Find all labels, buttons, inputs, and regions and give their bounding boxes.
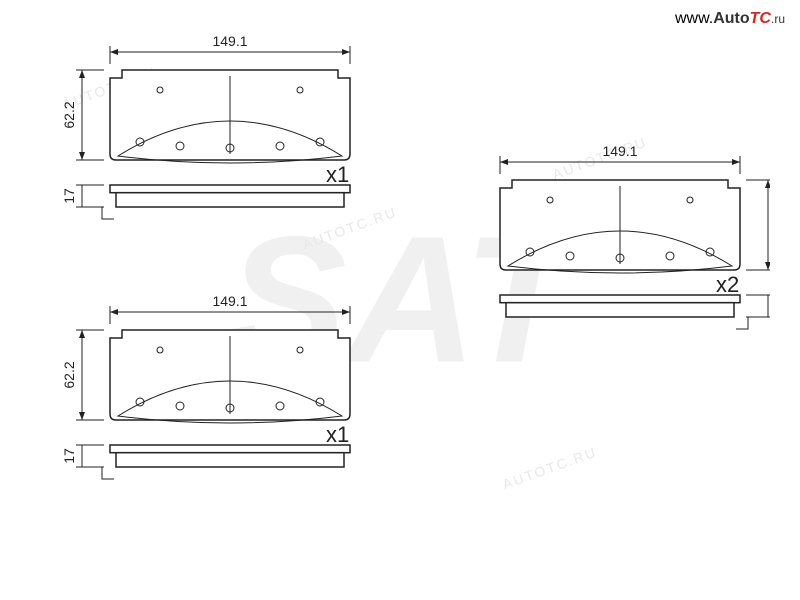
- brake-pad-svg: 149.1 62.2 17 x1: [40, 20, 380, 280]
- svg-text:149.1: 149.1: [212, 33, 247, 49]
- site-logo: www.AutoTC.ru: [675, 10, 785, 28]
- svg-text:17: 17: [767, 298, 770, 314]
- logo-prefix: www.: [675, 10, 713, 27]
- svg-text:62.2: 62.2: [767, 211, 770, 238]
- brake-pad-view-top-left: 149.1 62.2 17 x1: [40, 20, 380, 280]
- svg-text:17: 17: [61, 448, 77, 464]
- brake-pad-view-bottom-left: 149.1 62.2 17 x1: [40, 280, 380, 540]
- brake-pad-svg: 149.1 62.2 17 x2: [430, 130, 770, 390]
- svg-text:149.1: 149.1: [602, 143, 637, 159]
- brake-pad-view-right: 149.1 62.2 17 x2: [430, 130, 770, 390]
- logo-tc: TC: [750, 10, 771, 27]
- svg-text:x2: x2: [716, 272, 739, 297]
- svg-text:62.2: 62.2: [61, 101, 77, 128]
- svg-text:x1: x1: [326, 422, 349, 447]
- watermark-small: AUTOTC.RU: [500, 443, 599, 492]
- svg-text:x1: x1: [326, 162, 349, 187]
- brake-pad-svg: 149.1 62.2 17 x1: [40, 280, 380, 540]
- svg-text:149.1: 149.1: [212, 293, 247, 309]
- logo-suffix: .ru: [771, 12, 785, 26]
- svg-text:62.2: 62.2: [61, 361, 77, 388]
- svg-text:17: 17: [61, 188, 77, 204]
- logo-auto: Auto: [713, 10, 749, 27]
